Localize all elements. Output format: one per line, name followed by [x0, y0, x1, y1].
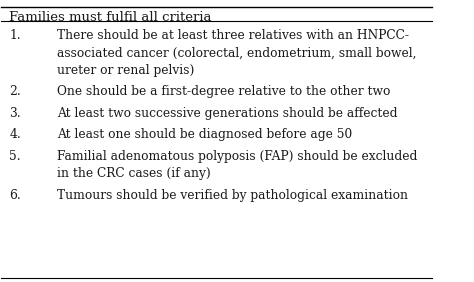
- Text: 2.: 2.: [9, 85, 21, 98]
- Text: There should be at least three relatives with an HNPCC-: There should be at least three relatives…: [57, 29, 410, 42]
- Text: Familial adenomatous polyposis (FAP) should be excluded: Familial adenomatous polyposis (FAP) sho…: [57, 150, 418, 163]
- Text: Tumours should be verified by pathological examination: Tumours should be verified by pathologic…: [57, 189, 408, 202]
- Text: ureter or renal pelvis): ureter or renal pelvis): [57, 64, 195, 77]
- Text: One should be a first-degree relative to the other two: One should be a first-degree relative to…: [57, 85, 391, 98]
- Text: 5.: 5.: [9, 150, 21, 163]
- Text: associated cancer (colorectal, endometrium, small bowel,: associated cancer (colorectal, endometri…: [57, 47, 417, 60]
- Text: At least two successive generations should be affected: At least two successive generations shou…: [57, 107, 398, 120]
- Text: 3.: 3.: [9, 107, 21, 120]
- Text: 6.: 6.: [9, 189, 21, 202]
- Text: 4.: 4.: [9, 128, 21, 142]
- Text: 1.: 1.: [9, 29, 21, 42]
- Text: in the CRC cases (if any): in the CRC cases (if any): [57, 167, 211, 180]
- Text: At least one should be diagnosed before age 50: At least one should be diagnosed before …: [57, 128, 353, 142]
- Text: Families must fulfil all criteria: Families must fulfil all criteria: [9, 11, 211, 24]
